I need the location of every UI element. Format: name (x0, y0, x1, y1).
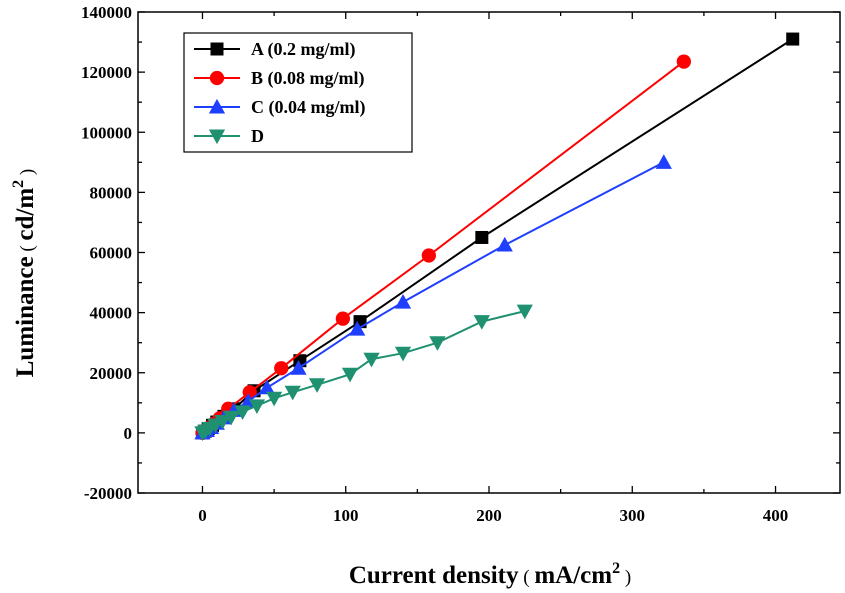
legend: A (0.2 mg/ml) B (0.08 mg/ml) C (0.04 mg/ml… (183, 32, 413, 153)
legend-marker (210, 42, 224, 56)
y-tick-label: 140000 (81, 3, 132, 22)
data-point (248, 399, 266, 414)
data-point (475, 230, 489, 244)
x-tick-label: 0 (198, 506, 207, 525)
x-tick-label: 300 (620, 506, 646, 525)
legend-label: A (0.2 mg/ml) (251, 39, 355, 60)
data-point (341, 367, 359, 383)
data-point (429, 336, 446, 351)
data-point (222, 410, 240, 426)
series-3 (194, 304, 533, 441)
x-axis-title: Current density ( mA/cm2 ) (349, 560, 631, 589)
legend-label: D (251, 126, 264, 146)
data-point (363, 352, 380, 368)
data-point (496, 236, 513, 252)
x-tick-label: 400 (763, 506, 789, 525)
data-point (394, 293, 412, 309)
data-point (308, 378, 326, 393)
legend-marker (208, 129, 226, 145)
data-point (473, 315, 490, 330)
data-point (516, 304, 533, 320)
data-point (284, 385, 301, 401)
x-tick-label: 100 (333, 506, 359, 525)
y-tick-label: 40000 (90, 304, 133, 323)
data-point (655, 154, 672, 169)
data-point (676, 54, 691, 69)
y-axis-title: Luminance ( cd/m2 ) (10, 169, 39, 378)
y-tick-label: -20000 (84, 484, 132, 503)
y-tick-label: 120000 (81, 63, 132, 82)
y-tick-label: 20000 (90, 364, 133, 383)
axis-ticks: 0 100 200 300 400 -20000 0 20000 40000 60000 80000… (81, 3, 840, 525)
data-point (258, 379, 276, 395)
legend-label: B (0.08 mg/ml) (251, 68, 364, 89)
series-layer (194, 32, 800, 441)
data-point (394, 346, 412, 362)
legend-marker (208, 98, 226, 114)
legend-label: C (0.04 mg/ml) (251, 97, 365, 118)
legend-item: C (0.04 mg/ml) (194, 97, 365, 118)
data-point (421, 248, 436, 263)
data-point (290, 360, 307, 375)
x-tick-label: 200 (476, 506, 502, 525)
legend-marker (209, 70, 225, 86)
data-point (265, 391, 283, 407)
data-point (214, 414, 231, 430)
data-point (274, 361, 289, 376)
data-point (242, 385, 257, 400)
y-tick-label: 100000 (81, 123, 132, 142)
y-tick-label: 80000 (90, 183, 133, 202)
legend-item: B (0.08 mg/ml) (194, 68, 364, 89)
data-point (349, 321, 366, 336)
legend-item: A (0.2 mg/ml) (194, 39, 355, 60)
data-point (786, 32, 800, 46)
series-line (201, 310, 526, 434)
data-point (234, 405, 251, 420)
y-tick-label: 60000 (90, 244, 133, 263)
legend-item: D (194, 126, 264, 146)
data-point (335, 311, 351, 326)
y-tick-label: 0 (124, 424, 133, 443)
series-2 (194, 154, 672, 440)
